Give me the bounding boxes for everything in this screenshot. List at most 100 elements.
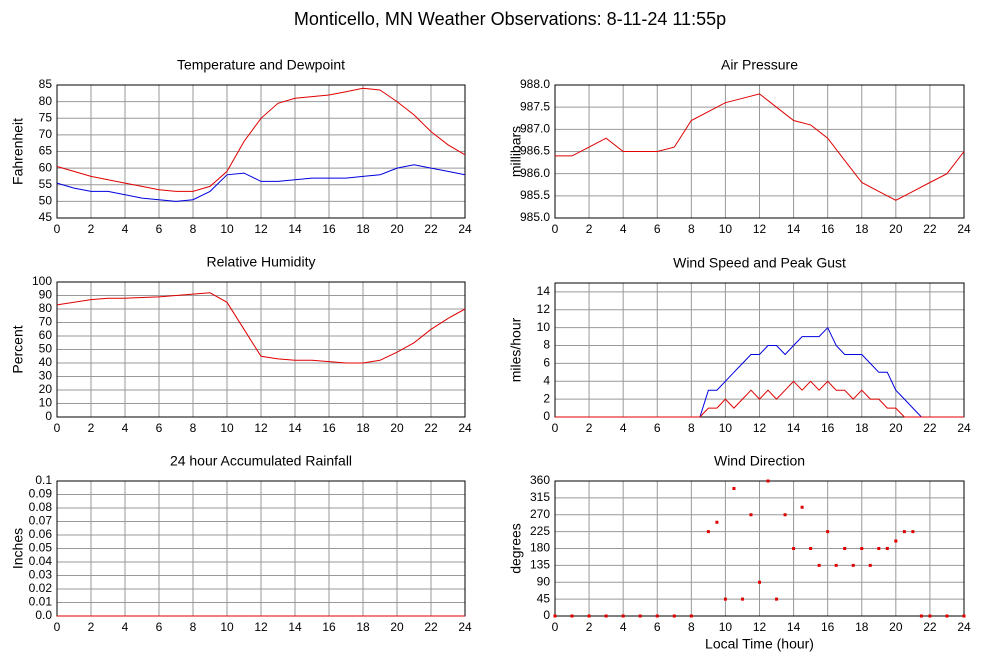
- data-point: [706, 530, 710, 534]
- plot-frame: [554, 480, 965, 617]
- x-tick-label: 22: [424, 222, 438, 236]
- x-tick-label: 4: [122, 222, 129, 236]
- x-tick-label: 24: [957, 620, 971, 634]
- y-tick-label: 70: [39, 127, 53, 141]
- y-tick-label: 0.03: [29, 568, 53, 582]
- data-point: [868, 563, 872, 567]
- chart-title: Relative Humidity: [207, 254, 316, 270]
- x-tick-label: 10: [719, 620, 733, 634]
- x-tick-label: 20: [889, 421, 903, 435]
- y-tick-label: 4: [543, 373, 550, 387]
- x-tick-label: 22: [424, 620, 438, 634]
- x-tick-label: 10: [719, 222, 733, 236]
- x-tick-label: 22: [424, 421, 438, 435]
- x-tick-label: 6: [654, 421, 661, 435]
- data-point: [723, 597, 727, 601]
- chart-title: Temperature and Dewpoint: [177, 57, 345, 73]
- data-point: [885, 547, 889, 550]
- y-tick-label: 30: [39, 369, 53, 383]
- y-axis-label: Percent: [10, 325, 26, 373]
- y-tick-label: 0.09: [29, 487, 53, 501]
- data-point: [570, 614, 574, 618]
- data-point: [775, 597, 779, 601]
- x-tick-label: 16: [322, 222, 336, 236]
- x-tick-label: 10: [719, 421, 733, 435]
- data-point: [860, 547, 864, 550]
- data-point: [902, 530, 906, 534]
- x-tick-label: 24: [458, 222, 472, 236]
- x-tick-label: 6: [156, 620, 163, 634]
- data-point: [689, 614, 693, 618]
- data-point: [800, 505, 804, 509]
- y-tick-label: 985.0: [520, 210, 550, 224]
- x-tick-label: 6: [654, 620, 661, 634]
- page-title: Monticello, MN Weather Observations: 8-1…: [294, 9, 726, 29]
- y-tick-label: 14: [537, 284, 551, 298]
- y-tick-label: 50: [39, 342, 53, 356]
- x-tick-label: 16: [322, 620, 336, 634]
- x-tick-label: 4: [620, 222, 627, 236]
- y-tick-label: 985.5: [520, 188, 550, 202]
- data-line: [555, 380, 964, 418]
- x-tick-label: 12: [254, 421, 268, 435]
- x-tick-label: 2: [88, 222, 95, 236]
- x-tick-label: 0: [552, 222, 559, 236]
- y-tick-label: 270: [530, 507, 550, 521]
- y-tick-label: 0.01: [29, 595, 53, 609]
- data-point: [740, 597, 744, 601]
- y-tick-label: 360: [530, 473, 550, 487]
- data-point: [604, 614, 608, 618]
- y-tick-label: 45: [39, 210, 53, 224]
- y-tick-label: 988.0: [520, 77, 550, 91]
- x-tick-label: 4: [122, 421, 129, 435]
- data-point: [826, 530, 830, 534]
- data-point: [928, 614, 932, 618]
- x-tick-label: 14: [288, 421, 302, 435]
- y-tick-label: 0.05: [29, 541, 53, 555]
- x-tick-label: 16: [821, 421, 835, 435]
- plot-frame: [56, 84, 466, 219]
- x-tick-label: 2: [586, 222, 593, 236]
- y-tick-label: 55: [39, 177, 53, 191]
- x-tick-label: 6: [156, 222, 163, 236]
- y-tick-label: 0.07: [29, 514, 53, 528]
- x-tick-label: 2: [88, 421, 95, 435]
- x-tick-label: 24: [458, 421, 472, 435]
- x-tick-label: 24: [957, 222, 971, 236]
- x-tick-label: 8: [190, 421, 197, 435]
- x-axis-label: Local Time (hour): [705, 636, 814, 652]
- data-point: [621, 614, 625, 618]
- y-tick-label: 225: [530, 524, 550, 538]
- y-tick-label: 40: [39, 355, 53, 369]
- data-point: [732, 487, 736, 490]
- data-point: [894, 539, 898, 543]
- x-tick-label: 14: [787, 421, 801, 435]
- x-tick-label: 22: [923, 222, 937, 236]
- chart-title: Wind Speed and Peak Gust: [673, 255, 846, 271]
- y-tick-label: 0: [45, 409, 52, 423]
- y-tick-label: 0.04: [29, 554, 53, 568]
- y-tick-label: 986.0: [520, 166, 550, 180]
- y-tick-label: 20: [39, 382, 53, 396]
- data-point: [945, 614, 949, 618]
- y-tick-label: 0.1: [35, 473, 52, 487]
- x-tick-label: 20: [390, 222, 404, 236]
- y-tick-label: 90: [537, 574, 551, 588]
- x-tick-label: 24: [957, 421, 971, 435]
- data-point: [715, 520, 719, 524]
- x-tick-label: 6: [654, 222, 661, 236]
- data-point: [809, 547, 813, 550]
- data-point: [919, 614, 923, 618]
- x-tick-label: 16: [821, 620, 835, 634]
- data-point: [749, 513, 753, 517]
- x-tick-label: 18: [855, 620, 869, 634]
- y-tick-label: 986.5: [520, 144, 550, 158]
- x-tick-label: 18: [855, 421, 869, 435]
- y-axis-label: miles/hour: [508, 317, 524, 382]
- x-tick-label: 0: [552, 620, 559, 634]
- y-tick-label: 10: [39, 396, 53, 410]
- x-tick-label: 4: [620, 620, 627, 634]
- x-tick-label: 14: [288, 620, 302, 634]
- x-tick-label: 8: [190, 620, 197, 634]
- x-tick-label: 16: [821, 222, 835, 236]
